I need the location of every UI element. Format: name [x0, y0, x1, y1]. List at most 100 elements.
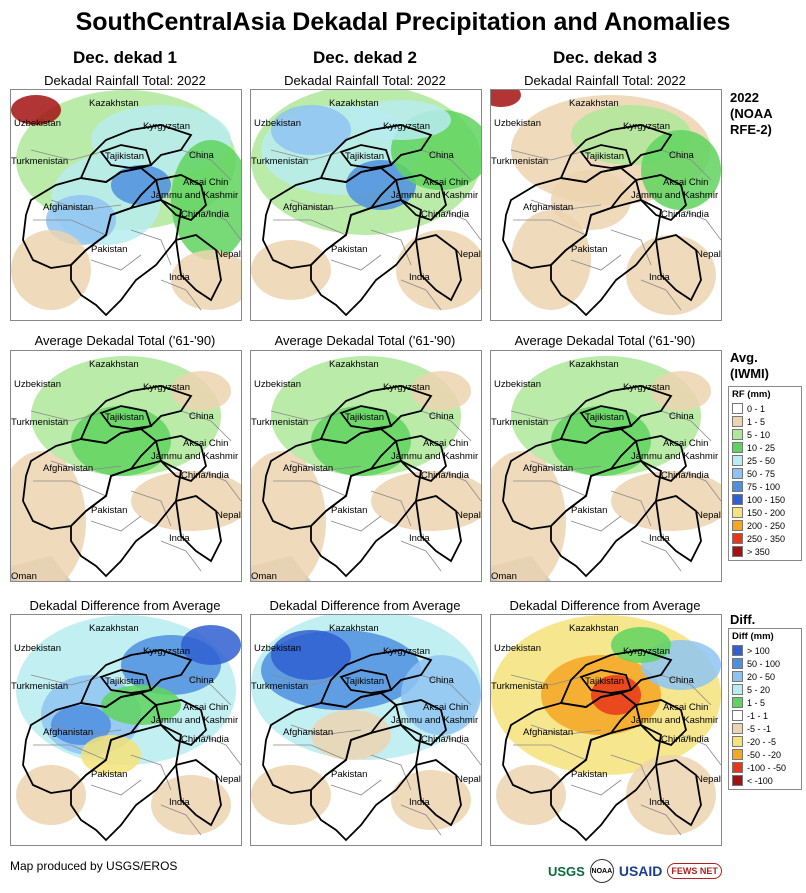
rainfall-legend-item: 1 - 5	[732, 415, 798, 428]
map-label-kazakhstan: Kazakhstan	[329, 98, 379, 109]
province-border	[513, 480, 587, 497]
map-label-kyrgyzstan: Kyrgyzstan	[383, 646, 430, 657]
difference-legend-swatch	[732, 775, 743, 786]
rainfall-legend-swatch	[732, 468, 743, 479]
rainfall-legend-swatch	[732, 507, 743, 518]
rainfall-legend-item: 150 - 200	[732, 506, 798, 519]
province-border	[200, 734, 241, 766]
map-label-china-india: China/India	[181, 209, 230, 220]
country-border	[339, 669, 393, 694]
map-label-kyrgyzstan: Kyrgyzstan	[623, 121, 670, 132]
rainfall-legend-swatch	[732, 429, 743, 440]
map-label-afghanistan: Afghanistan	[283, 202, 333, 213]
map-label-afghanistan: Afghanistan	[523, 463, 573, 474]
rainfall-legend-item: 5 - 10	[732, 428, 798, 441]
map-label-pakistan: Pakistan	[91, 505, 127, 516]
map-label-china-india: China/India	[181, 470, 230, 481]
province-border	[330, 515, 382, 532]
precip-region	[626, 235, 716, 315]
precip-region	[371, 471, 481, 531]
map-difference-dekad-1: Kazakhstan Uzbekistan Kyrgyzstan Turkmenist…	[10, 614, 242, 846]
usaid-logo: USAID	[618, 863, 663, 879]
map-svg: Kazakhstan Uzbekistan Kyrgyzstan Turkmenist…	[11, 90, 241, 320]
map-label-uzbekistan: Uzbekistan	[254, 118, 301, 129]
country-border	[339, 144, 393, 169]
precip-region	[496, 765, 566, 825]
map-label-nepal: Nepal	[216, 249, 241, 260]
caption-average-2: Average Dekadal Total ('61-'90)	[274, 333, 456, 348]
country-border	[654, 759, 702, 827]
map-label-china-india: China/India	[661, 470, 710, 481]
precip-region	[626, 755, 716, 835]
map-label-jammu-kashmir: Jammu and Kashmir	[391, 190, 478, 201]
caption-rainfall-2: Dekadal Rainfall Total: 2022	[284, 73, 446, 88]
map-label-tajikistan: Tajikistan	[345, 151, 384, 162]
country-border	[154, 699, 207, 747]
difference-legend-item: -5 - -1	[732, 722, 798, 735]
fews-net-logo: FEWS NET	[667, 863, 722, 879]
province-border	[420, 410, 472, 442]
country-border	[79, 124, 193, 183]
precip-region	[71, 406, 171, 476]
caption-average-1: Average Dekadal Total ('61-'90)	[34, 333, 216, 348]
map-label-nepal: Nepal	[216, 774, 241, 785]
rainfall-legend-label: 200 - 250	[747, 520, 786, 531]
province-border	[660, 674, 712, 706]
precip-region	[101, 531, 161, 571]
difference-legend-swatch	[732, 697, 743, 708]
province-border	[680, 470, 721, 502]
rainfall-legend-swatch	[732, 416, 743, 427]
agency-logos: USGS NOAA USAID FEWS NET	[548, 856, 800, 886]
difference-legend-item: < -100	[732, 774, 798, 787]
map-label-nepal: Nepal	[696, 774, 721, 785]
country-border	[579, 669, 633, 694]
difference-legend-label: < -100	[747, 775, 773, 786]
precip-region	[391, 770, 471, 830]
rainfall-legend-label: 150 - 200	[747, 507, 786, 518]
map-label-tajikistan: Tajikistan	[105, 412, 144, 423]
rainfall-legend-label: 1 - 5	[747, 416, 766, 427]
country-border	[559, 649, 673, 708]
difference-legend-item: -50 - -20	[732, 748, 798, 761]
difference-legend-item: -100 - -50	[732, 761, 798, 774]
country-border	[174, 495, 222, 563]
difference-legend-item: 20 - 50	[732, 670, 798, 683]
province-border	[640, 279, 682, 311]
map-label-uzbekistan: Uzbekistan	[14, 118, 61, 129]
province-border	[570, 779, 622, 796]
map-label-india: India	[649, 272, 670, 283]
map-label-china: China	[429, 150, 455, 161]
country-border	[550, 460, 662, 578]
precip-region	[51, 705, 111, 745]
map-label-jammu-kashmir: Jammu and Kashmir	[631, 190, 718, 201]
map-label-pakistan: Pakistan	[331, 505, 367, 516]
rainfall-legend-swatch	[732, 481, 743, 492]
country-border	[414, 759, 462, 827]
rainfall-legend-item: 200 - 250	[732, 519, 798, 532]
map-label-nepal: Nepal	[696, 510, 721, 521]
map-label-kazakhstan: Kazakhstan	[569, 623, 619, 634]
map-label-oman: Oman	[491, 571, 517, 581]
province-border	[290, 199, 362, 211]
map-label-uzbekistan: Uzbekistan	[254, 643, 301, 654]
country-border	[394, 174, 447, 222]
country-border	[174, 234, 222, 302]
country-border	[70, 199, 182, 317]
side-label-rainfall-year: 2022	[730, 90, 759, 105]
precip-region	[341, 531, 401, 571]
map-label-india: India	[649, 533, 670, 544]
footer-credit: Map produced by USGS/EROS	[10, 859, 178, 873]
difference-legend-swatch	[732, 762, 743, 773]
difference-legend-item: > 100	[732, 644, 798, 657]
map-label-tajikistan: Tajikistan	[585, 412, 624, 423]
precip-region	[346, 160, 416, 210]
difference-legend-swatch	[732, 723, 743, 734]
rainfall-legend-label: 0 - 1	[747, 403, 766, 414]
province-border	[400, 540, 442, 572]
country-border	[319, 649, 433, 708]
map-label-tajikistan: Tajikistan	[105, 151, 144, 162]
difference-legend-item: 50 - 100	[732, 657, 798, 670]
rainfall-legend-title: RF (mm)	[732, 389, 771, 400]
noaa-logo: NOAA	[589, 859, 614, 883]
map-label-turkmenistan: Turkmenistan	[251, 156, 308, 167]
